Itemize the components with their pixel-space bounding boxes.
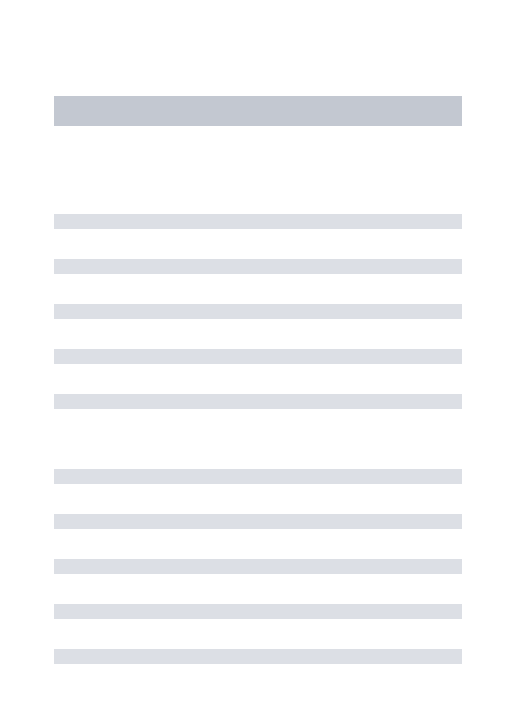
skeleton-line (54, 304, 462, 319)
skeleton-line (54, 514, 462, 529)
skeleton-line (54, 259, 462, 274)
skeleton-line (54, 559, 462, 574)
skeleton-paragraph-2 (54, 469, 462, 664)
skeleton-line (54, 394, 462, 409)
skeleton-line (54, 214, 462, 229)
skeleton-page (0, 0, 516, 713)
skeleton-line (54, 649, 462, 664)
skeleton-spacer (54, 409, 462, 469)
skeleton-line (54, 349, 462, 364)
skeleton-line (54, 469, 462, 484)
skeleton-title-bar (54, 96, 462, 126)
skeleton-paragraph-1 (54, 214, 462, 409)
skeleton-line (54, 604, 462, 619)
